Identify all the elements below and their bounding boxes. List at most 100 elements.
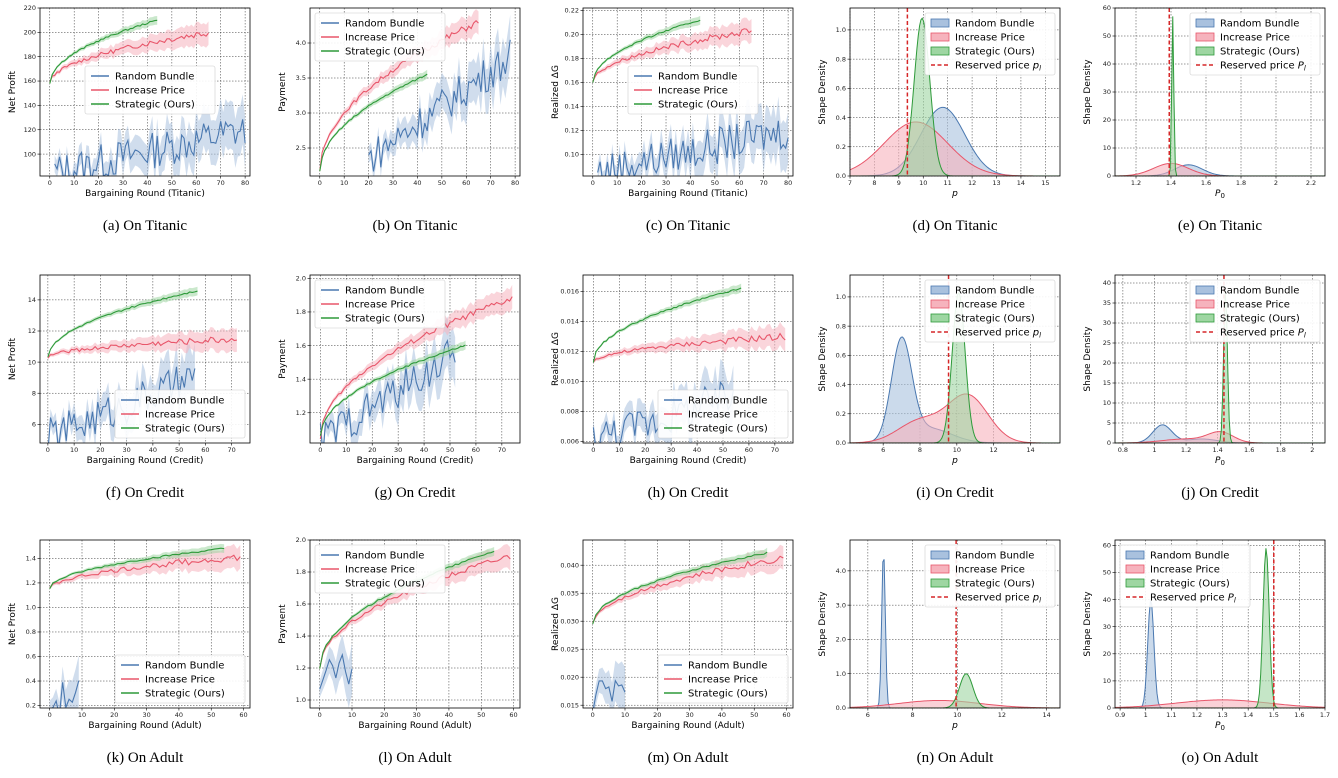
y-axis-label: Shape Density <box>818 591 828 657</box>
panel-a: 0 10 20 30 40 50 60 70 80 100 120 140 160 180 200 220 Ba… <box>8 4 251 234</box>
x-tick-label: 30 <box>119 179 127 187</box>
y-axis-label: Net Profit <box>8 337 18 380</box>
panel-n: 6 8 10 12 14 0.0 1.0 2.0 3.0 4.0 p Shape Density Ran… <box>818 539 1061 766</box>
y-axis-label: Shape Density <box>818 59 828 125</box>
legend-label-reserved-sub: l <box>1234 597 1236 605</box>
x-tick-label: 1.2 <box>1181 446 1191 454</box>
y-axis-label: Shape Density <box>1083 326 1093 392</box>
y-tick-label: 30 <box>1103 88 1111 96</box>
x-tick-label: 30 <box>122 446 130 454</box>
panel-caption: (e) On Titanic <box>1178 218 1263 234</box>
legend-label-increase: Increase Price <box>115 86 185 97</box>
x-tick-label: 10 <box>613 179 621 187</box>
x-tick-label: 30 <box>662 179 670 187</box>
legend-label-reserved: Reserved price pl <box>955 61 1041 73</box>
legend-label-reserved-sub: l <box>1039 65 1041 73</box>
y-tick-label: 15 <box>1103 379 1111 387</box>
y-tick-label: 2.0 <box>836 636 846 644</box>
random-line <box>50 680 80 708</box>
legend-label-strategic: Strategic (Ours) <box>688 689 768 700</box>
legend-label-random: Random Bundle <box>145 661 224 672</box>
axes-frame <box>849 274 1061 444</box>
y-tick-label: 0 <box>1107 439 1111 447</box>
y-axis-label: Shape Density <box>818 326 828 392</box>
x-tick-label: 20 <box>94 179 102 187</box>
x-tick-label: 6 <box>866 711 870 719</box>
y-tick-label: 1.0 <box>836 293 846 301</box>
panel-caption: (h) On Credit <box>648 485 730 501</box>
increase-density-line <box>1115 699 1325 708</box>
random-line <box>319 652 353 690</box>
x-tick-label: 12 <box>968 179 976 187</box>
legend-swatch-increase <box>1125 564 1145 574</box>
strategic-line <box>319 344 466 436</box>
legend-swatch-random <box>1195 285 1215 295</box>
legend-swatch-random <box>930 18 950 28</box>
legend-label-reserved-symbol: P <box>1228 593 1235 604</box>
panel-caption: (j) On Credit <box>1181 485 1259 501</box>
legend-box <box>924 12 1056 76</box>
legend: Random Bundle Increase Price Strategic (Ou… <box>627 65 759 115</box>
y-tick-label: 0.008 <box>560 408 579 416</box>
y-tick-label: 0.4 <box>26 677 36 685</box>
random-band <box>368 14 511 176</box>
legend-swatch-strategic <box>1195 46 1215 56</box>
x-tick-label: 20 <box>380 711 388 719</box>
legend-label-random: Random Bundle <box>688 396 767 407</box>
legend-label-increase: Increase Price <box>955 33 1025 44</box>
axes-frame <box>582 7 794 177</box>
y-tick-label: 25 <box>1103 339 1111 347</box>
x-tick-label: 9 <box>897 179 901 187</box>
x-tick-label: 2.2 <box>1306 179 1316 187</box>
panel-caption: (n) On Adult <box>917 750 994 766</box>
y-tick-label: 0.4 <box>836 381 846 389</box>
legend-label-reserved: Reserved price Pl <box>1150 593 1236 605</box>
axes-frame <box>849 539 1061 709</box>
legend: Random Bundle Increase Price Strategic (Ou… <box>314 544 446 594</box>
legend-swatch-increase <box>930 299 950 309</box>
axes-frame <box>39 274 251 444</box>
legend-swatch-increase <box>1195 299 1215 309</box>
x-tick-label: 50 <box>438 179 446 187</box>
x-axis-label: Bargaining Round (Titanic) <box>85 189 205 199</box>
x-tick-label: 50 <box>750 711 758 719</box>
y-tick-label: 5 <box>1107 419 1111 427</box>
strategic-band <box>592 547 768 626</box>
x-tick-label: 10 <box>621 711 629 719</box>
x-tick-label: 70 <box>771 446 779 454</box>
legend-swatch-increase <box>930 32 950 42</box>
y-tick-label: 2.0 <box>296 536 306 544</box>
legend: Random Bundle Increase Price Strategic (Ou… <box>314 279 446 329</box>
panel-caption: (k) On Adult <box>107 750 184 766</box>
increase-line <box>49 32 209 84</box>
strategic-density-line <box>850 673 1060 708</box>
legend-label-random: Random Bundle <box>1220 19 1299 30</box>
legend-label-increase: Increase Price <box>1220 33 1290 44</box>
x-tick-label: 1.5 <box>1269 711 1279 719</box>
y-tick-label: 12 <box>28 327 36 335</box>
y-axis-label: Payment <box>278 339 288 379</box>
x-tick-label: 1.4 <box>1243 711 1253 719</box>
x-tick-label: 60 <box>745 446 753 454</box>
x-axis-label: P0 <box>1215 456 1225 467</box>
y-tick-label: 6 <box>32 421 36 429</box>
y-tick-label: 1.2 <box>296 664 306 672</box>
random-density-fill <box>850 107 1060 176</box>
x-tick-label: 70 <box>227 446 235 454</box>
random-density-fill <box>1115 600 1325 708</box>
x-tick-label: 50 <box>207 711 215 719</box>
panel-b: 0 10 20 30 40 50 60 70 80 2.5 3.0 3.5 4.0 Payment Rand… <box>278 7 521 234</box>
plot-area <box>592 544 784 708</box>
legend-box <box>627 65 759 115</box>
x-tick-label: 1.6 <box>1294 711 1304 719</box>
legend-label-reserved-sub: l <box>1039 597 1041 605</box>
x-tick-label: 60 <box>735 179 743 187</box>
x-tick-label: 40 <box>686 179 694 187</box>
panel-f: 0 10 20 30 40 50 60 70 6 8 10 12 14 Bargaining Round … <box>8 274 251 501</box>
x-tick-label: 50 <box>719 446 727 454</box>
x-tick-label: 50 <box>446 446 454 454</box>
x-tick-label: 1.1 <box>1166 711 1176 719</box>
y-tick-label: 0.14 <box>565 103 579 111</box>
legend-label-random: Random Bundle <box>658 72 737 83</box>
x-tick-label: 12 <box>990 446 998 454</box>
